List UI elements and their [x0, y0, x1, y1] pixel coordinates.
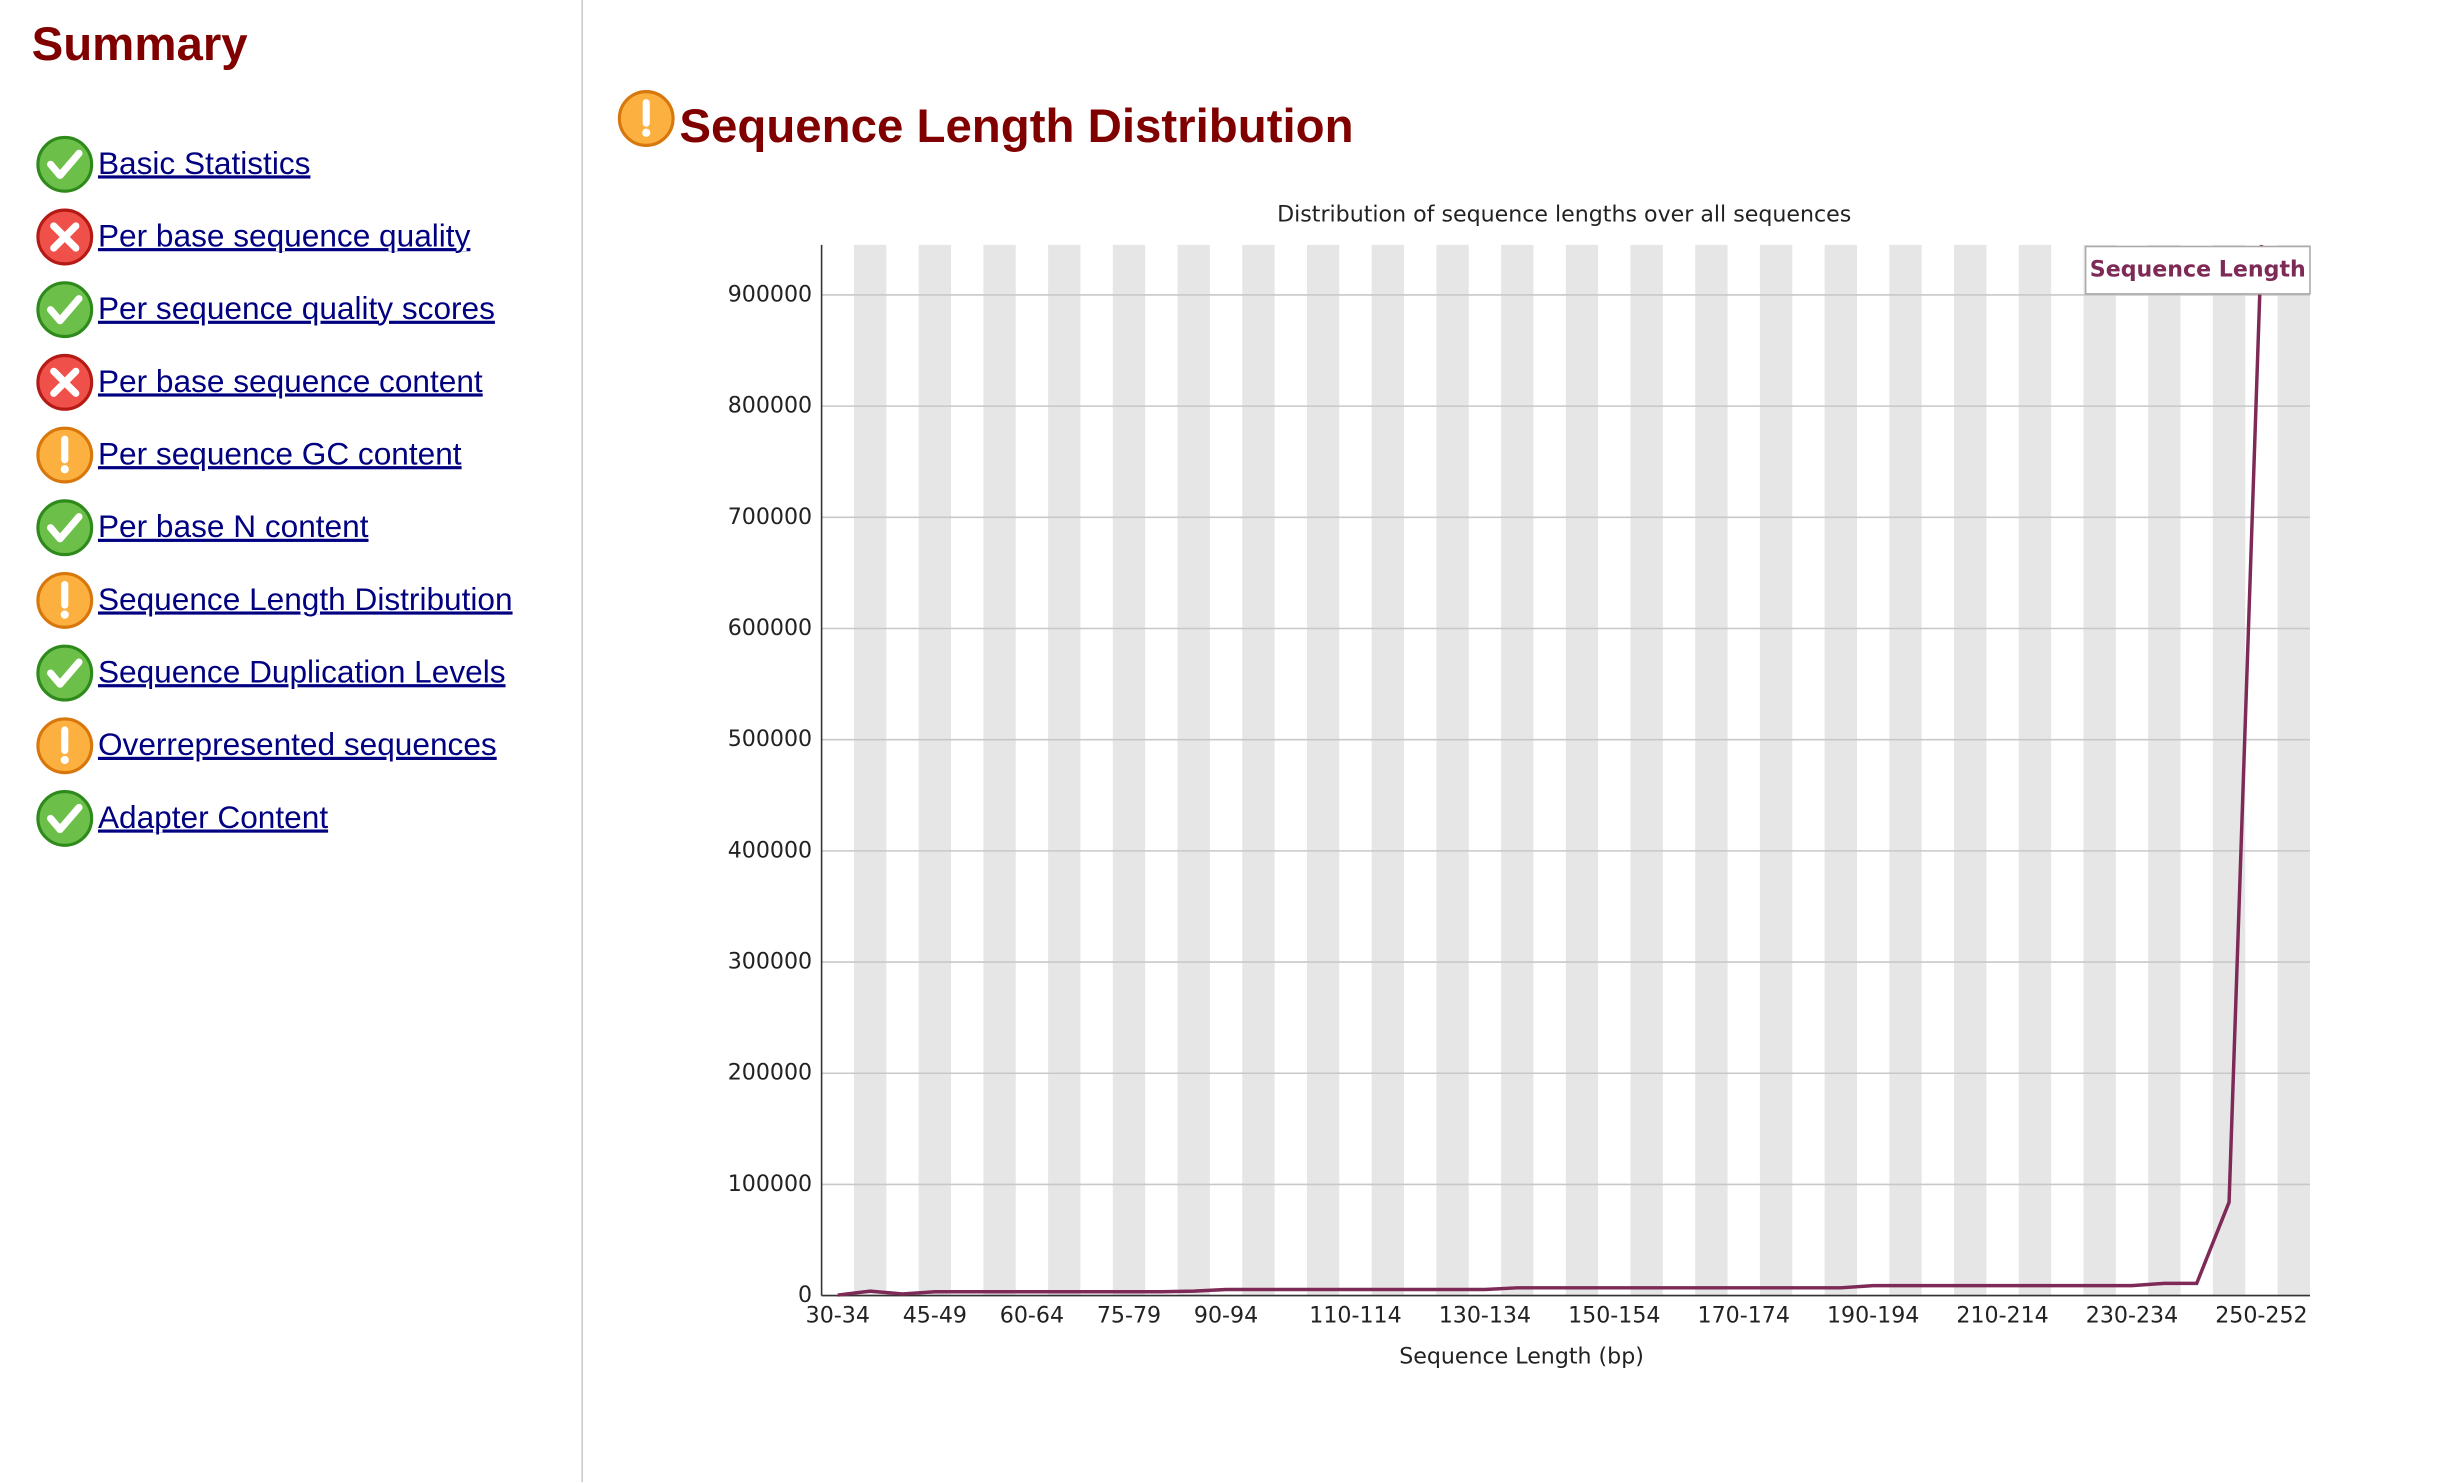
x-tick-label: 110-114	[1309, 1303, 1401, 1329]
module-link[interactable]: Overrepresented sequences	[97, 727, 497, 763]
x-tick-label: 60-64	[1000, 1303, 1064, 1329]
band-stripe	[1306, 244, 1340, 1296]
band-stripe	[2277, 244, 2310, 1296]
status-icon	[36, 499, 94, 557]
status-icon	[36, 644, 94, 702]
status-icon	[36, 208, 94, 266]
module-link[interactable]: Sequence Length Distribution	[97, 582, 513, 617]
band-stripe	[1048, 244, 1081, 1296]
y-tick-label: 0	[798, 1282, 812, 1308]
module-link[interactable]: Per base N content	[97, 509, 369, 545]
module-link[interactable]: Per base sequence quality	[97, 218, 471, 254]
section-heading: Sequence Length Distribution	[616, 88, 1354, 156]
y-tick-label: 700000	[728, 504, 812, 530]
module-item: Per base sequence content	[35, 352, 483, 412]
band-stripe	[1759, 244, 1793, 1296]
band-stripe	[1954, 244, 1987, 1296]
status-icon	[36, 281, 94, 339]
y-tick-label: 500000	[728, 726, 812, 752]
band-stripe	[1371, 244, 1405, 1296]
x-tick-label: 190-194	[1827, 1303, 1919, 1329]
band-stripe	[1501, 244, 1534, 1296]
sidebar: Summary Basic Statistics Per base sequenc…	[0, 0, 584, 1482]
module-link[interactable]: Adapter Content	[97, 800, 329, 836]
band-stripe	[1824, 244, 1857, 1296]
module-item: Per sequence GC content	[35, 425, 462, 485]
status-icon	[36, 135, 94, 193]
band-stripe	[853, 244, 887, 1296]
section-title: Sequence Length Distribution	[679, 101, 1354, 154]
module-item: Adapter Content	[35, 788, 328, 848]
y-tick-label: 600000	[728, 615, 812, 641]
x-tick-label: 75-79	[1097, 1303, 1161, 1329]
status-icon	[36, 353, 94, 411]
band-stripe	[2212, 244, 2246, 1296]
status-icon	[36, 790, 94, 847]
module-link[interactable]: Sequence Duplication Levels	[97, 654, 506, 690]
module-item: Sequence Duplication Levels	[35, 643, 506, 703]
band-stripe	[1565, 244, 1599, 1296]
status-icon	[36, 717, 94, 775]
x-tick-label: 130-134	[1439, 1303, 1531, 1329]
y-tick-label: 200000	[728, 1060, 812, 1086]
data-line	[837, 244, 2264, 1297]
y-tick-label: 100000	[728, 1171, 812, 1197]
status-icon	[616, 88, 676, 156]
band-stripe	[1695, 244, 1728, 1296]
status-icon	[36, 426, 94, 484]
sidebar-title: Summary	[31, 18, 248, 72]
x-tick-label: 170-174	[1698, 1303, 1790, 1329]
module-link[interactable]: Per base sequence content	[97, 364, 483, 399]
legend-box	[2084, 245, 2311, 295]
x-axis-label: Sequence Length (bp)	[1399, 1344, 1644, 1370]
band-stripe	[2018, 244, 2052, 1296]
band-stripe	[2083, 244, 2116, 1296]
x-tick-label: 150-154	[1568, 1303, 1660, 1329]
module-item: Sequence Length Distribution	[35, 570, 513, 630]
band-stripe	[1177, 244, 1210, 1296]
legend-label: Sequence Length	[2090, 257, 2306, 283]
y-tick-label: 300000	[728, 949, 812, 975]
module-item: Overrepresented sequences	[35, 716, 497, 776]
band-stripe	[1112, 244, 1146, 1296]
module-link[interactable]: Basic Statistics	[97, 146, 311, 181]
status-icon	[36, 571, 94, 629]
x-tick-label: 45-49	[903, 1303, 967, 1329]
module-link[interactable]: Per sequence quality scores	[97, 291, 495, 327]
x-tick-label: 210-214	[1956, 1303, 2048, 1329]
module-item: Per sequence quality scores	[35, 280, 495, 340]
band-stripe	[1242, 244, 1275, 1296]
band-stripe	[1630, 244, 1663, 1296]
band-stripe	[1436, 244, 1469, 1296]
module-item: Per base N content	[35, 498, 369, 558]
y-tick-label: 900000	[728, 281, 812, 307]
module-item: Per base sequence quality	[35, 207, 471, 267]
band-stripe	[2148, 244, 2181, 1296]
y-tick-label: 800000	[728, 393, 812, 419]
module-link[interactable]: Per sequence GC content	[97, 436, 462, 472]
band-stripe	[1889, 244, 1922, 1296]
module-item: Basic Statistics	[35, 134, 311, 194]
chart-title: Distribution of sequence lengths over al…	[1277, 201, 1851, 227]
status-icon	[617, 90, 675, 147]
band-stripe	[918, 244, 952, 1296]
x-tick-label: 90-94	[1194, 1303, 1258, 1329]
x-tick-label: 230-234	[2086, 1303, 2178, 1329]
x-tick-label: 30-34	[806, 1303, 870, 1329]
band-stripe	[983, 244, 1016, 1296]
x-tick-label: 250-252	[2215, 1303, 2307, 1329]
y-tick-label: 400000	[728, 837, 812, 863]
